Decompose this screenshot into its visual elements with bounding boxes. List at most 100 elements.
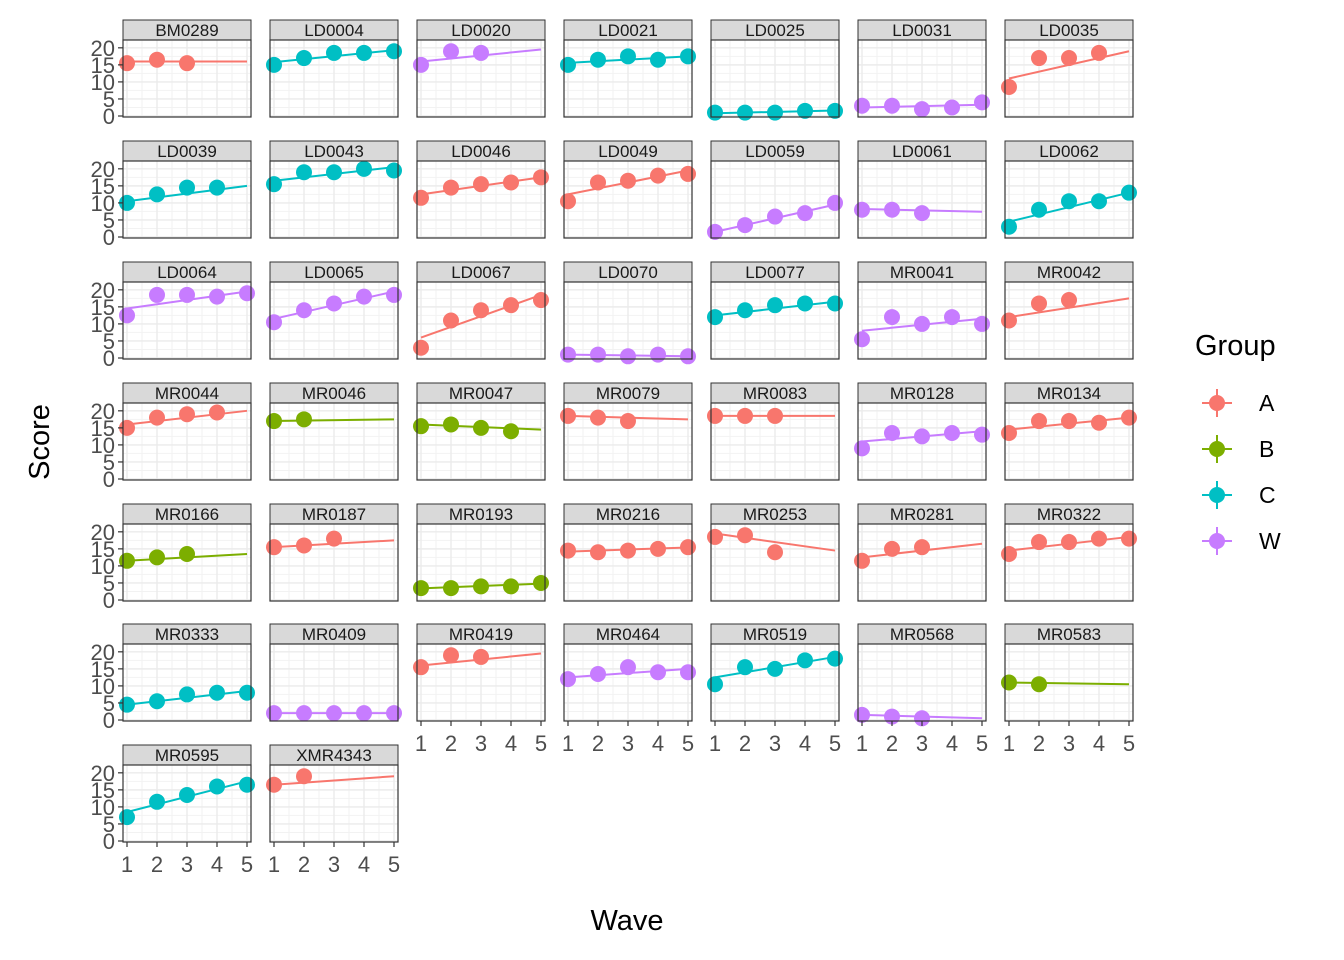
facet-strip-label: LD0064 (157, 263, 217, 282)
y-tick-label: 15 (91, 53, 115, 78)
panel-border (563, 39, 693, 118)
data-point (560, 542, 576, 559)
facet-panel: LD0043 (266, 140, 402, 239)
facet-panel: LD0039 (119, 140, 252, 239)
data-point (884, 201, 900, 218)
facet-strip-label: MR0046 (302, 384, 366, 403)
data-point (590, 174, 606, 191)
facet-panel: MR0041 (854, 261, 990, 360)
y-tick-label: 15 (91, 537, 115, 562)
data-point (1061, 193, 1077, 210)
data-point (767, 297, 783, 314)
y-tick-label: 10 (91, 312, 115, 337)
data-point (356, 44, 372, 61)
facet-panel: LD0049 (560, 140, 696, 239)
panel-border (857, 402, 987, 481)
facet-panel: XMR4343 (266, 744, 399, 843)
data-point (179, 179, 195, 196)
data-point (266, 314, 282, 331)
x-tick-label: 3 (916, 731, 928, 756)
data-point (503, 297, 519, 314)
panel-border (269, 643, 399, 722)
y-tick-label: 5 (103, 329, 115, 354)
data-point (386, 43, 402, 60)
data-point (1001, 545, 1017, 562)
legend-label: B (1259, 436, 1274, 462)
data-point (296, 411, 312, 428)
facet-strip-label: MR0464 (596, 625, 660, 644)
data-point (266, 776, 282, 793)
data-point (1001, 424, 1017, 441)
data-point (266, 176, 282, 193)
y-tick-label: 20 (91, 36, 115, 61)
data-point (707, 104, 723, 121)
legend-label: A (1259, 390, 1275, 416)
panel-border (857, 160, 987, 239)
data-point (296, 50, 312, 67)
data-point (854, 331, 870, 348)
y-tick-label: 10 (91, 433, 115, 458)
data-point (179, 406, 195, 423)
y-tick-label: 20 (91, 761, 115, 786)
data-point (209, 778, 225, 795)
x-tick-label: 4 (211, 852, 223, 877)
data-point (1061, 413, 1077, 430)
data-point (620, 348, 636, 365)
facet-strip-label: LD0031 (892, 21, 952, 40)
y-tick-label: 5 (103, 812, 115, 837)
data-point (767, 407, 783, 424)
data-point (680, 539, 696, 556)
data-point (1091, 193, 1107, 210)
y-tick-label: 20 (91, 520, 115, 545)
panel-border (1004, 523, 1134, 602)
facet-panel: MR0193 (413, 503, 549, 602)
y-tick-label: 0 (103, 708, 115, 733)
panel-border (416, 281, 546, 360)
data-point (914, 428, 930, 445)
data-point (356, 705, 372, 722)
facet-panel: MR0128 (854, 382, 990, 481)
y-tick-label: 0 (103, 467, 115, 492)
x-axis-title: Wave (590, 905, 663, 937)
data-point (1091, 414, 1107, 431)
facet-strip-label: MR0166 (155, 505, 219, 524)
data-point (650, 51, 666, 68)
data-point (386, 162, 402, 179)
facet-strip-label: LD0061 (892, 142, 952, 161)
facet-strip-label: LD0067 (451, 263, 511, 282)
data-point (1061, 292, 1077, 309)
facet-panel: LD0061 (854, 140, 987, 239)
facet-strip-label: MR0193 (449, 505, 513, 524)
data-point (620, 542, 636, 559)
panel-border (1004, 402, 1134, 481)
data-point (767, 208, 783, 225)
x-tick-label: 2 (151, 852, 163, 877)
y-tick-label: 15 (91, 778, 115, 803)
facet-panel: MR0134 (1001, 382, 1137, 481)
x-tick-label: 4 (652, 731, 664, 756)
facet-panel: MR0464 (560, 623, 696, 722)
facet-panel: LD0077 (707, 261, 843, 360)
facet-strip-label: MR0044 (155, 384, 219, 403)
data-point (737, 659, 753, 676)
facet-panel: MR0166 (119, 503, 252, 602)
legend-key (1202, 435, 1232, 463)
panels-layer: BM0289 LD0004 LD0020 LD0021 LD0025 LD0031 LD00… (119, 19, 1137, 843)
panel-border (416, 39, 546, 118)
data-point (473, 176, 489, 193)
data-point (560, 193, 576, 210)
facet-panel: MR0216 (560, 503, 696, 602)
facet-panel: LD0059 (707, 140, 843, 240)
data-point (560, 407, 576, 424)
facet-strip-label: MR0519 (743, 625, 807, 644)
data-point (1001, 312, 1017, 329)
data-point (179, 786, 195, 803)
data-point (296, 768, 312, 785)
facet-panel: LD0025 (707, 19, 843, 121)
x-tick-label: 3 (475, 731, 487, 756)
data-point (473, 419, 489, 436)
x-tick-label: 2 (298, 852, 310, 877)
data-point (533, 292, 549, 309)
y-tick-label: 20 (91, 157, 115, 182)
x-tick-label: 5 (976, 731, 988, 756)
